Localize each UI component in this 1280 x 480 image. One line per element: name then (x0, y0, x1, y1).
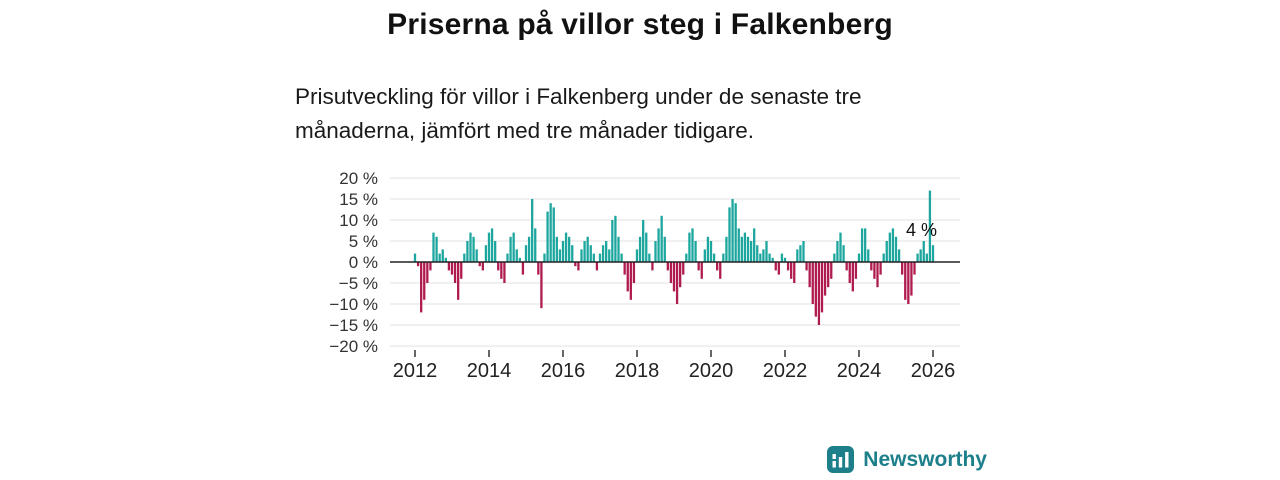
price-development-chart: 20 % 15 % 10 % 5 % 0 % −5 % −10 % −15 % −20 % 201… (320, 166, 980, 384)
page-subtitle: Prisutveckling för villor i Falkenberg u… (295, 84, 862, 143)
svg-text:−15 %: −15 % (329, 316, 378, 335)
bar-chart: 20 % 15 % 10 % 5 % 0 % −5 % −10 % −15 % −20 % 201… (329, 169, 960, 382)
svg-text:20 %: 20 % (339, 169, 378, 188)
page-title: Priserna på villor steg i Falkenberg (387, 8, 893, 41)
brand-footer: Newsworthy (827, 446, 987, 473)
brand-name: Newsworthy (863, 447, 987, 471)
svg-text:2022: 2022 (763, 360, 808, 382)
svg-text:2012: 2012 (393, 360, 438, 382)
svg-text:2016: 2016 (541, 360, 586, 382)
svg-text:2014: 2014 (467, 360, 512, 382)
svg-text:2018: 2018 (615, 360, 660, 382)
svg-text:4 %: 4 % (906, 220, 937, 240)
svg-text:15 %: 15 % (339, 190, 378, 209)
svg-text:2020: 2020 (689, 360, 734, 382)
svg-text:5 %: 5 % (349, 232, 378, 251)
svg-text:−5 %: −5 % (339, 274, 378, 293)
svg-text:2024: 2024 (837, 360, 882, 382)
svg-text:−10 %: −10 % (329, 295, 378, 314)
svg-text:−20 %: −20 % (329, 337, 378, 356)
newsworthy-logo-icon (827, 446, 855, 473)
svg-text:0 %: 0 % (349, 253, 378, 272)
svg-text:10 %: 10 % (339, 211, 378, 230)
svg-text:2026: 2026 (911, 360, 956, 382)
